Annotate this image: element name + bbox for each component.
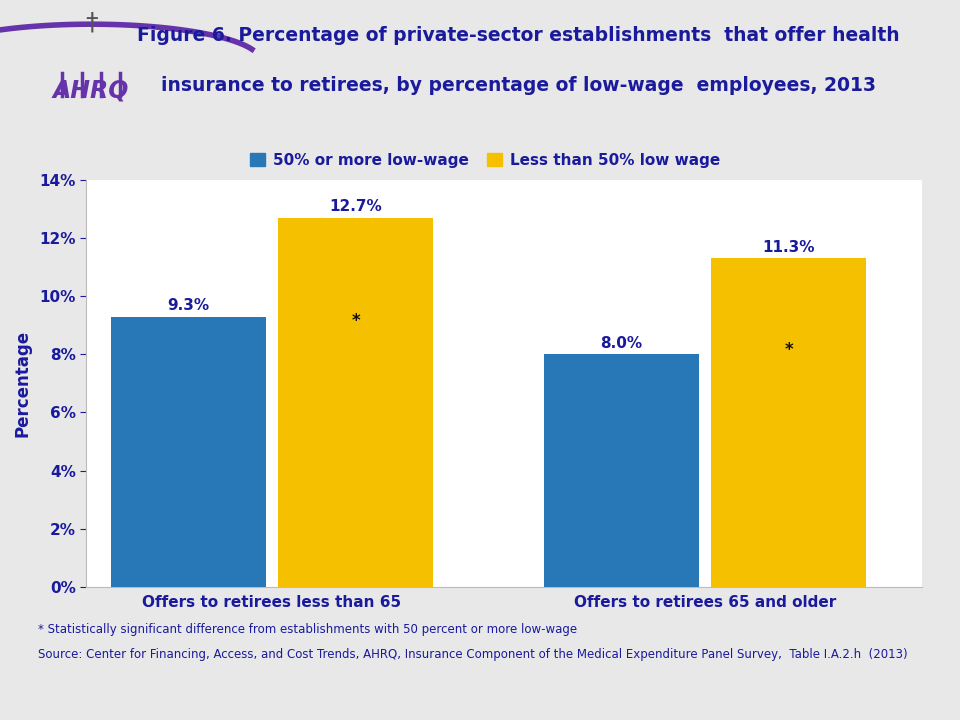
Text: *: * (784, 341, 793, 359)
Text: †: † (84, 11, 98, 35)
Text: Figure 6. Percentage of private-sector establishments  that offer health: Figure 6. Percentage of private-sector e… (137, 26, 900, 45)
Bar (711, 258, 866, 587)
Text: 11.3%: 11.3% (762, 240, 815, 255)
Text: 8.0%: 8.0% (601, 336, 642, 351)
Text: Source: Center for Financing, Access, and Cost Trends, AHRQ, Insurance Component: Source: Center for Financing, Access, an… (38, 648, 908, 661)
Bar (278, 217, 433, 587)
Text: insurance to retirees, by percentage of low-wage  employees, 2013: insurance to retirees, by percentage of … (161, 76, 876, 95)
Legend: 50% or more low-wage, Less than 50% low wage: 50% or more low-wage, Less than 50% low … (244, 147, 726, 174)
Bar (111, 317, 266, 587)
Text: 9.3%: 9.3% (167, 298, 209, 313)
Text: * Statistically significant difference from establishments with 50 percent or mo: * Statistically significant difference f… (38, 623, 578, 636)
Text: 12.7%: 12.7% (329, 199, 382, 215)
Y-axis label: Percentage: Percentage (13, 330, 31, 437)
Text: AHRQ: AHRQ (53, 78, 130, 103)
Bar (544, 354, 699, 587)
Text: *: * (351, 312, 360, 330)
